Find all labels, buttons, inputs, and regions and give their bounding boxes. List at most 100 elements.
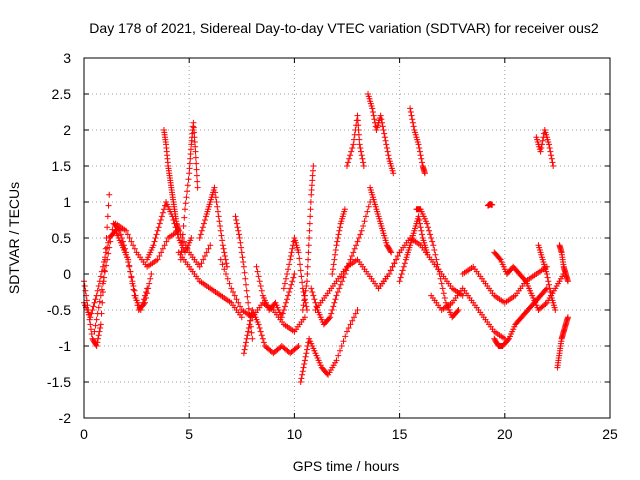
data-point [237, 239, 244, 246]
data-point [393, 256, 400, 263]
data-point [196, 263, 203, 270]
data-point [301, 292, 308, 299]
data-point [217, 227, 224, 234]
data-point [127, 268, 134, 275]
data-point [430, 242, 437, 249]
data-point [235, 299, 242, 306]
data-point [146, 280, 153, 287]
data-point [119, 238, 126, 245]
data-point [358, 227, 365, 234]
data-point [245, 325, 252, 331]
data-series [365, 91, 397, 177]
data-point [228, 285, 235, 292]
data-point [441, 295, 448, 301]
data-point [240, 263, 247, 270]
data-point [391, 260, 398, 267]
data-point [433, 256, 440, 263]
data-point [291, 271, 298, 277]
data-point [92, 296, 99, 303]
data-point [388, 249, 395, 256]
data-point [144, 290, 151, 297]
data-point [219, 261, 226, 268]
data-point [201, 253, 208, 259]
data-point [312, 299, 319, 306]
data-point [306, 235, 313, 241]
data-point [245, 305, 252, 312]
data-point [242, 275, 249, 282]
plot-frame [83, 57, 611, 419]
data-point [200, 220, 207, 227]
data-point [296, 255, 303, 262]
data-point [109, 226, 116, 233]
data-point [179, 231, 186, 238]
data-point [152, 235, 159, 241]
data-point [88, 310, 95, 317]
data-point [255, 273, 262, 280]
data-point [120, 242, 127, 249]
data-point [215, 213, 222, 220]
data-point [181, 206, 188, 213]
data-point [160, 206, 167, 213]
data-point [232, 213, 239, 220]
data-point [99, 280, 106, 287]
data-point [539, 137, 546, 144]
data-point [240, 259, 247, 265]
data-point [105, 202, 112, 209]
data-point [214, 203, 221, 210]
data-point [279, 310, 286, 317]
data-point [331, 299, 338, 306]
data-point [382, 137, 389, 144]
x-tick-label: 10 [287, 426, 303, 442]
data-point [409, 116, 416, 123]
data-point [333, 292, 340, 299]
data-point [243, 335, 250, 342]
data-point [400, 263, 407, 270]
data-point [334, 235, 341, 241]
data-point [205, 245, 212, 252]
data-point [416, 220, 423, 227]
data-point [546, 285, 553, 292]
data-point [239, 254, 246, 261]
data-point [216, 218, 223, 225]
data-point [432, 251, 439, 258]
data-point [95, 304, 102, 311]
data-point [299, 368, 306, 375]
data-point [154, 256, 161, 263]
data-point [142, 299, 149, 306]
data-point [233, 217, 240, 223]
data-series [308, 199, 374, 328]
data-point [398, 271, 405, 277]
data-point [282, 275, 289, 282]
data-point [130, 283, 137, 289]
data-point [297, 261, 304, 268]
data-point [369, 105, 376, 112]
data-point [549, 159, 556, 166]
data-point [360, 159, 367, 166]
data-point [143, 289, 150, 295]
data-point [306, 227, 313, 234]
data-point [123, 227, 130, 234]
data-point [93, 343, 100, 349]
data-point [436, 271, 443, 277]
data-point [305, 242, 312, 249]
data-point [348, 148, 355, 155]
data-point [242, 343, 249, 349]
data-point [82, 287, 89, 294]
data-point [108, 232, 115, 239]
data-point [118, 235, 125, 241]
data-point [286, 289, 293, 295]
data-point [310, 163, 317, 169]
data-point [354, 307, 361, 313]
data-point [401, 260, 408, 267]
data-point [97, 321, 104, 328]
data-point [328, 310, 335, 317]
data-point [258, 287, 265, 294]
data-point [124, 254, 131, 261]
data-series [280, 235, 311, 313]
data-point [282, 299, 289, 306]
data-point [332, 296, 339, 303]
data-point [301, 314, 308, 321]
data-point [538, 141, 545, 148]
data-point [154, 227, 161, 234]
